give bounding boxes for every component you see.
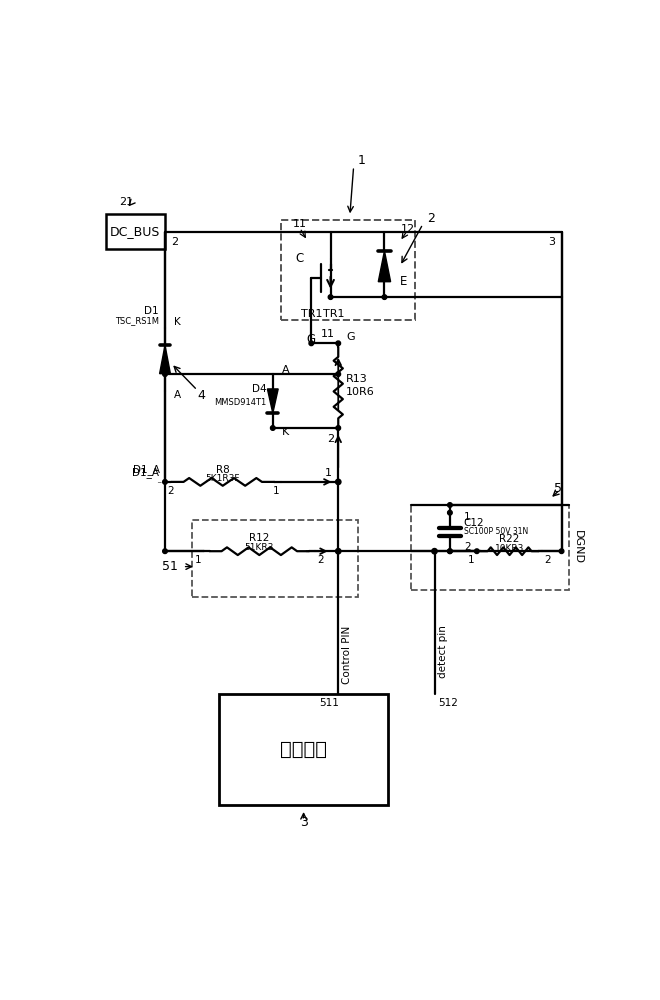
Text: D1_A: D1_A xyxy=(132,467,159,478)
Text: 11: 11 xyxy=(320,329,335,339)
Text: A: A xyxy=(174,390,182,400)
Text: 3: 3 xyxy=(548,237,556,247)
Circle shape xyxy=(335,479,341,485)
Circle shape xyxy=(336,341,341,346)
Text: DC_BUS: DC_BUS xyxy=(110,225,160,238)
Text: 2: 2 xyxy=(317,555,324,565)
Polygon shape xyxy=(267,389,279,413)
Text: SC100P 50V 31N: SC100P 50V 31N xyxy=(464,527,528,536)
Text: _: _ xyxy=(157,477,160,483)
Text: 5: 5 xyxy=(554,482,562,495)
Polygon shape xyxy=(160,345,170,374)
Circle shape xyxy=(447,510,452,515)
Text: 51KR3: 51KR3 xyxy=(245,543,274,552)
Text: 3: 3 xyxy=(300,816,308,829)
Text: A: A xyxy=(282,365,290,375)
Circle shape xyxy=(475,549,479,554)
Bar xyxy=(280,220,415,320)
Text: 4: 4 xyxy=(197,389,205,402)
Text: 5K1R3F: 5K1R3F xyxy=(205,474,240,483)
Circle shape xyxy=(162,480,168,484)
Text: detect pin: detect pin xyxy=(438,625,448,678)
Text: R13: R13 xyxy=(346,374,368,384)
Text: TSC_RS1M: TSC_RS1M xyxy=(115,316,159,325)
Text: 10R6: 10R6 xyxy=(346,387,375,397)
Text: 12: 12 xyxy=(401,224,414,234)
Text: 2: 2 xyxy=(171,237,178,247)
Circle shape xyxy=(447,503,452,507)
Text: R22: R22 xyxy=(500,534,520,544)
Circle shape xyxy=(336,372,341,376)
Text: 1: 1 xyxy=(358,154,366,167)
Text: G: G xyxy=(346,332,354,342)
Text: 控制单元: 控制单元 xyxy=(280,740,327,759)
Circle shape xyxy=(162,372,168,376)
Text: 1: 1 xyxy=(195,555,201,565)
Circle shape xyxy=(447,549,452,554)
Text: R8: R8 xyxy=(216,465,230,475)
Text: 2: 2 xyxy=(168,486,174,496)
Circle shape xyxy=(447,549,452,554)
Text: 1: 1 xyxy=(464,512,471,522)
Text: 2: 2 xyxy=(327,434,335,444)
Circle shape xyxy=(382,295,387,299)
Text: G: G xyxy=(307,333,316,346)
Circle shape xyxy=(559,549,564,554)
Text: MMSD914T1: MMSD914T1 xyxy=(214,398,267,407)
Text: 21: 21 xyxy=(119,197,133,207)
Text: TR1: TR1 xyxy=(323,309,345,319)
Text: K: K xyxy=(174,317,181,327)
Text: 10KR3: 10KR3 xyxy=(495,544,524,553)
Circle shape xyxy=(335,549,341,554)
Circle shape xyxy=(328,295,333,299)
Text: D1: D1 xyxy=(145,306,159,316)
Text: 11: 11 xyxy=(293,219,307,229)
Text: D1_A: D1_A xyxy=(133,464,160,475)
Circle shape xyxy=(162,549,168,554)
Circle shape xyxy=(432,549,437,554)
Text: D4: D4 xyxy=(252,384,267,394)
Text: Control PIN: Control PIN xyxy=(342,626,352,684)
Text: 1: 1 xyxy=(273,486,279,496)
Text: K: K xyxy=(282,427,289,437)
Text: 2: 2 xyxy=(427,212,435,225)
Text: 2: 2 xyxy=(544,555,551,565)
Circle shape xyxy=(271,426,275,430)
Text: 2: 2 xyxy=(464,542,471,552)
Text: TR1: TR1 xyxy=(300,309,322,319)
Bar xyxy=(192,520,358,597)
Text: 51: 51 xyxy=(162,560,178,573)
Text: 512: 512 xyxy=(438,698,458,708)
Text: 1: 1 xyxy=(468,555,475,565)
Bar xyxy=(219,694,388,805)
Text: C: C xyxy=(296,252,304,265)
Text: 1: 1 xyxy=(325,468,332,478)
Bar xyxy=(106,214,165,249)
Text: DGND: DGND xyxy=(573,530,583,564)
Text: 511: 511 xyxy=(319,698,339,708)
Circle shape xyxy=(336,426,341,430)
Polygon shape xyxy=(378,251,391,282)
Text: C12: C12 xyxy=(464,518,484,528)
Circle shape xyxy=(309,341,313,346)
Text: R12: R12 xyxy=(249,533,269,543)
Text: E: E xyxy=(400,275,407,288)
Bar xyxy=(411,505,569,590)
